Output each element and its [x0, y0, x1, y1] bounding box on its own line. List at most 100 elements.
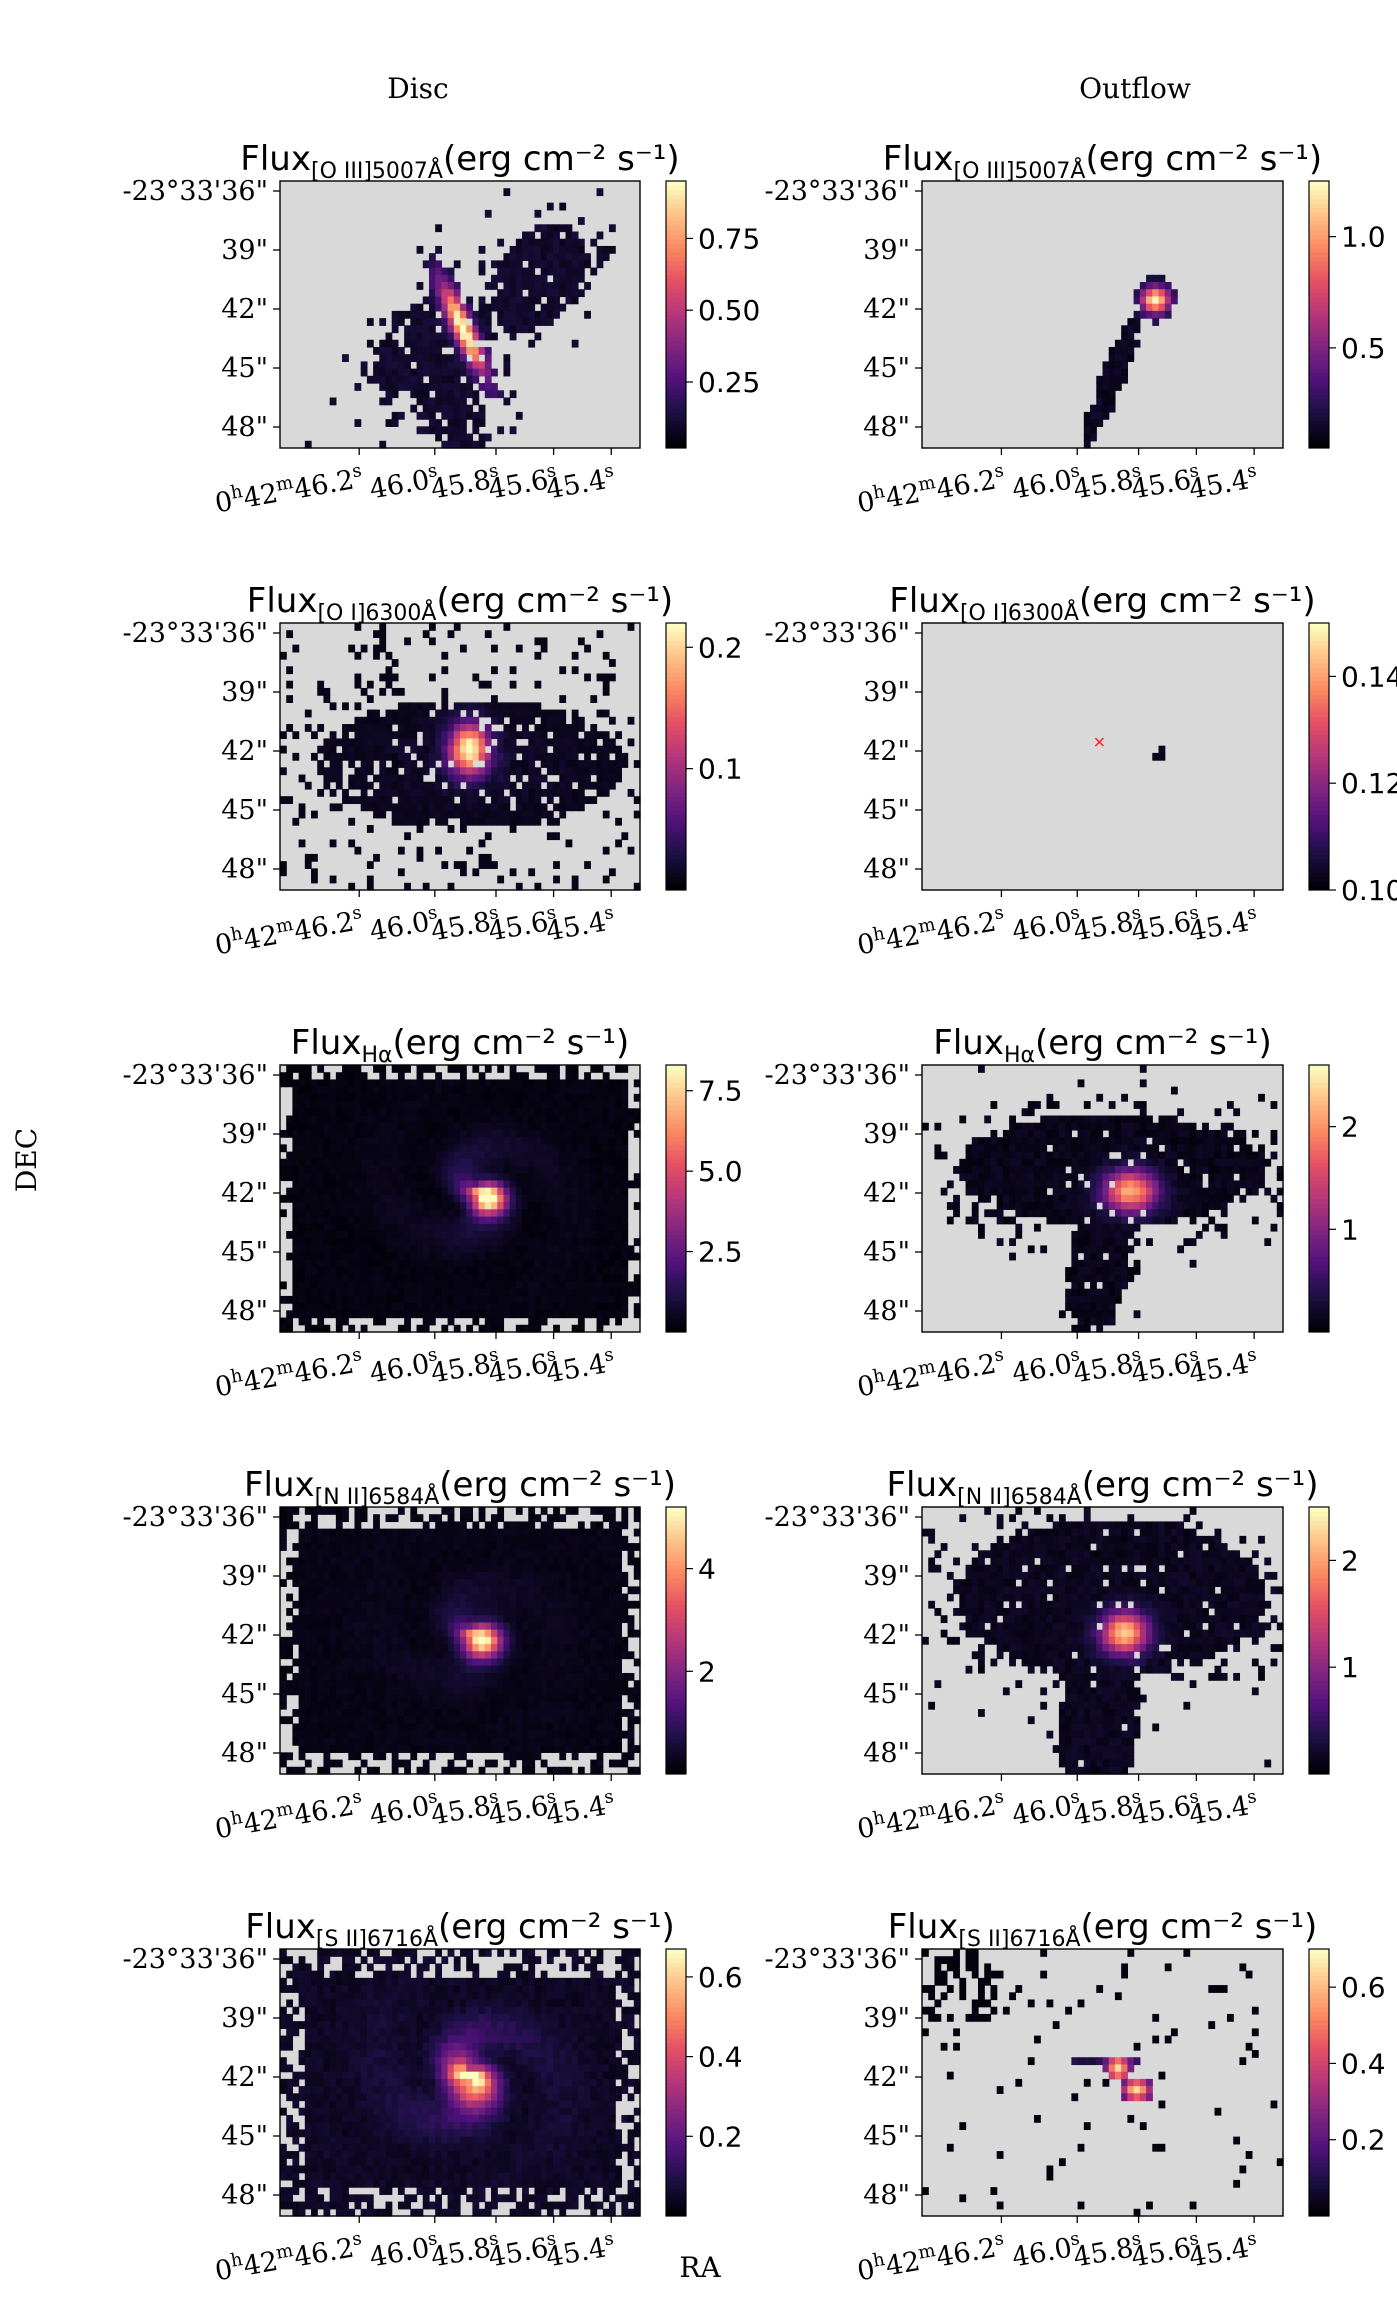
map-pixel	[522, 1303, 529, 1311]
map-pixel	[608, 760, 616, 768]
map-pixel	[478, 1295, 486, 1304]
colorbar-segment	[1309, 698, 1329, 704]
map-pixel	[540, 1173, 548, 1182]
map-pixel	[491, 745, 498, 754]
map-pixel	[335, 1079, 343, 1088]
map-pixel	[990, 1187, 998, 1196]
map-pixel	[466, 1514, 474, 1523]
map-pixel	[602, 875, 610, 884]
map-pixel	[553, 1216, 560, 1225]
xtick-label: 0h42m46.2s	[854, 1344, 1007, 1403]
map-pixel	[559, 1129, 567, 1138]
map-pixel	[1114, 1259, 1122, 1268]
map-pixel	[379, 724, 387, 732]
map-pixel	[1220, 1209, 1228, 1218]
map-pixel	[466, 1281, 474, 1290]
panel-title: FluxHα(erg cm⁻² s⁻¹)	[933, 1023, 1271, 1068]
map-pixel	[298, 1194, 306, 1203]
map-pixel	[577, 1209, 585, 1218]
map-pixel	[404, 1209, 411, 1218]
map-pixel	[460, 303, 467, 312]
map-pixel	[1096, 1180, 1104, 1189]
colorbar-segment	[666, 1122, 686, 1128]
map-pixel	[1177, 1202, 1185, 1210]
map-pixel	[1052, 1151, 1060, 1160]
map-pixel	[1133, 1223, 1141, 1232]
map-pixel	[373, 1115, 380, 1124]
map-pixel	[373, 1202, 380, 1210]
map-pixel	[428, 1079, 436, 1088]
ytick-label: -23°33'36"	[122, 1060, 268, 1091]
map-pixel	[503, 796, 511, 805]
map-pixel	[410, 1259, 418, 1268]
map-pixel	[559, 709, 567, 718]
map-pixel	[590, 1230, 598, 1239]
map-pixel	[435, 296, 442, 305]
colorbar-segment	[1309, 1149, 1329, 1155]
map-pixel	[596, 767, 604, 776]
map-pixel	[596, 1317, 604, 1326]
map-pixel	[571, 788, 579, 797]
map-pixel	[404, 310, 411, 319]
map-pixel	[534, 1288, 542, 1297]
map-pixel	[1152, 1173, 1160, 1182]
map-pixel	[491, 1514, 498, 1523]
map-pixel	[484, 1528, 492, 1537]
map-pixel	[354, 781, 362, 790]
map-pixel	[522, 1072, 529, 1081]
map-pixel	[528, 1115, 536, 1124]
map-pixel	[1102, 1115, 1110, 1124]
map-pixel	[435, 1108, 442, 1117]
map-pixel	[1183, 1144, 1191, 1153]
colorbar-segment	[1309, 1065, 1329, 1070]
map-pixel	[1226, 1194, 1234, 1203]
map-pixel	[1096, 1158, 1104, 1167]
colorbar-segment	[666, 689, 686, 695]
map-pixel	[1052, 1216, 1060, 1225]
map-pixel	[360, 1528, 368, 1537]
map-pixel	[491, 666, 498, 675]
panel-outflow-oi: Flux[O I]6300Å(erg cm⁻² s⁻¹)-23°33'36"39…	[764, 581, 1397, 961]
map-pixel	[447, 274, 455, 283]
map-pixel	[311, 1079, 318, 1088]
map-pixel	[534, 724, 542, 732]
map-pixel	[1226, 1158, 1234, 1167]
map-pixel	[1177, 1151, 1185, 1160]
map-pixel	[460, 390, 467, 399]
map-pixel	[1139, 1122, 1147, 1131]
map-pixel	[984, 1209, 992, 1218]
map-pixel	[590, 1310, 598, 1319]
map-pixel	[416, 1528, 424, 1537]
map-pixel	[553, 1158, 560, 1167]
map-pixel	[553, 1507, 560, 1515]
map-pixel	[329, 1216, 337, 1225]
map-pixel	[615, 1122, 622, 1131]
map-pixel	[534, 1324, 542, 1333]
colorbar-segment	[1309, 1154, 1329, 1159]
map-pixel	[615, 760, 622, 768]
colorbar-segment	[1309, 658, 1329, 664]
map-pixel	[1139, 1101, 1147, 1109]
colorbar-segment	[666, 774, 686, 780]
colorbar-segment	[1309, 685, 1329, 691]
map-pixel	[1183, 1180, 1191, 1189]
map-pixel	[373, 1543, 380, 1551]
map-pixel	[1139, 1173, 1147, 1182]
map-pixel	[311, 1137, 318, 1145]
map-pixel	[522, 1521, 529, 1530]
map-pixel	[522, 1194, 529, 1203]
map-pixel	[304, 1202, 312, 1210]
map-pixel	[627, 1281, 635, 1290]
map-pixel	[385, 397, 393, 406]
map-pixel	[379, 1194, 387, 1203]
map-pixel	[1158, 274, 1166, 283]
map-pixel	[1245, 1158, 1253, 1167]
map-pixel	[348, 1187, 356, 1196]
map-pixel	[329, 397, 337, 406]
map-pixel	[447, 440, 455, 449]
map-pixel	[397, 702, 405, 711]
map-pixel	[509, 1079, 517, 1088]
map-pixel	[1239, 1151, 1247, 1160]
map-pixel	[528, 1151, 536, 1160]
map-pixel	[565, 1173, 573, 1182]
